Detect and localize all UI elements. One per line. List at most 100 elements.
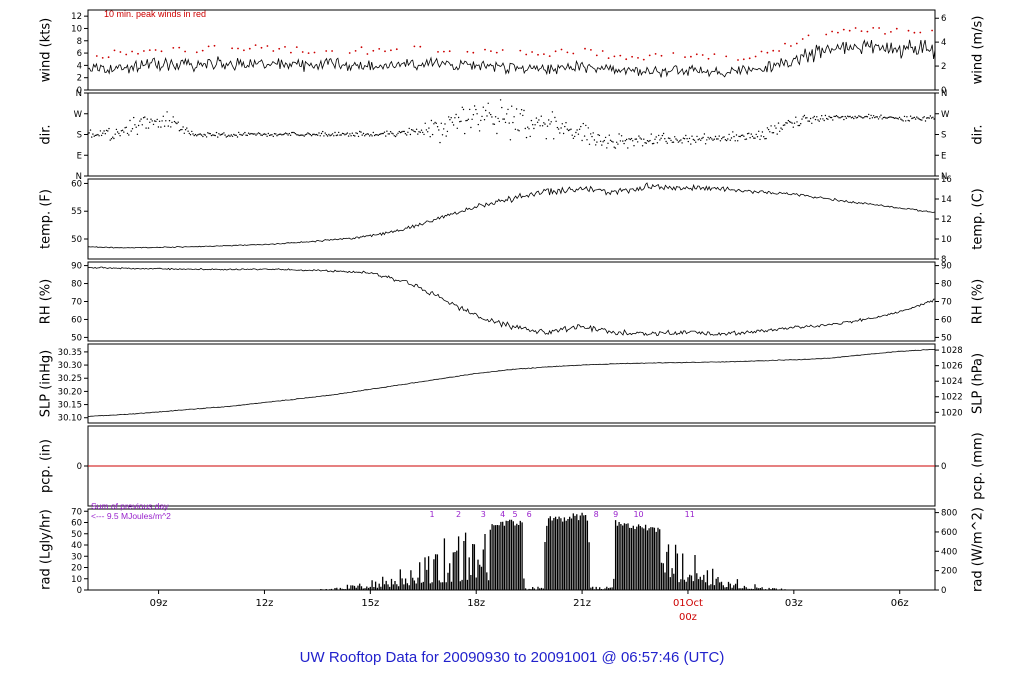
peak-winds-note: 10 min. peak winds in red [104, 9, 207, 19]
svg-text:200: 200 [941, 567, 957, 577]
slp-left-axis-label: SLP (inHg) [39, 350, 54, 418]
svg-text:70: 70 [71, 298, 82, 308]
svg-text:10: 10 [71, 575, 82, 585]
svg-text:400: 400 [941, 547, 957, 557]
svg-text:60: 60 [71, 315, 82, 325]
svg-text:1: 1 [430, 510, 435, 519]
svg-text:0: 0 [77, 462, 82, 472]
svg-text:3: 3 [481, 510, 486, 519]
svg-text:1020: 1020 [941, 408, 963, 418]
svg-text:40: 40 [71, 541, 82, 551]
svg-text:06z: 06z [891, 598, 909, 609]
rad-left-axis-label: rad (Lgly/hr) [39, 509, 54, 590]
svg-text:21z: 21z [573, 598, 591, 609]
svg-text:18z: 18z [467, 598, 485, 609]
pcp-left-axis-label: pcp. (in) [39, 439, 54, 493]
svg-text:800: 800 [941, 509, 957, 519]
svg-text:90: 90 [941, 262, 952, 272]
svg-text:12z: 12z [255, 598, 273, 609]
svg-text:50: 50 [71, 530, 82, 540]
svg-text:1028: 1028 [941, 346, 963, 356]
svg-text:30.15: 30.15 [58, 401, 82, 411]
pcp-right-axis-label: pcp. (mm) [971, 432, 986, 499]
svg-text:W: W [941, 110, 950, 120]
slp-right-axis-label: SLP (hPa) [971, 353, 986, 414]
svg-text:6: 6 [527, 510, 532, 519]
svg-text:15z: 15z [361, 598, 379, 609]
svg-text:01Oct: 01Oct [673, 598, 703, 609]
svg-text:N: N [941, 89, 947, 99]
svg-text:0: 0 [941, 586, 946, 596]
svg-text:50: 50 [71, 333, 82, 343]
wind-left-axis-label: wind (kts) [39, 18, 54, 82]
svg-text:10: 10 [71, 24, 82, 34]
svg-text:12: 12 [941, 215, 952, 225]
dir-left-axis-label: dir. [39, 124, 54, 144]
svg-text:14: 14 [941, 195, 952, 205]
svg-text:0: 0 [941, 86, 946, 96]
svg-text:80: 80 [71, 280, 82, 290]
svg-text:8: 8 [594, 510, 599, 519]
svg-text:1024: 1024 [941, 377, 963, 387]
svg-text:S: S [941, 131, 946, 141]
rad-sum-note-line2: <--- 9.5 MJoules/m^2 [91, 511, 171, 521]
svg-text:8: 8 [77, 37, 82, 47]
svg-text:600: 600 [941, 528, 957, 538]
svg-text:5: 5 [512, 510, 517, 519]
chart-title: UW Rooftop Data for 20090930 to 20091001… [299, 649, 725, 666]
svg-text:E: E [77, 151, 82, 161]
svg-text:55: 55 [71, 207, 82, 217]
svg-text:N: N [76, 89, 82, 99]
svg-text:4: 4 [941, 38, 946, 48]
svg-text:2: 2 [941, 62, 946, 72]
svg-text:10: 10 [941, 235, 952, 245]
svg-text:70: 70 [71, 507, 82, 517]
svg-text:1026: 1026 [941, 362, 963, 372]
rh-right-axis-label: RH (%) [971, 279, 986, 324]
dir-right-axis-label: dir. [971, 124, 986, 144]
svg-text:2: 2 [77, 74, 82, 84]
svg-text:80: 80 [941, 280, 952, 290]
svg-text:W: W [74, 110, 83, 120]
svg-text:60: 60 [941, 315, 952, 325]
svg-text:0: 0 [941, 462, 946, 472]
svg-text:11: 11 [685, 510, 695, 519]
svg-text:1022: 1022 [941, 393, 963, 403]
svg-text:10: 10 [633, 510, 643, 519]
svg-text:8: 8 [941, 255, 946, 265]
svg-text:90: 90 [71, 262, 82, 272]
svg-text:12: 12 [71, 12, 82, 22]
temp-right-axis-label: temp. (C) [971, 188, 986, 250]
svg-text:30.35: 30.35 [58, 348, 82, 358]
svg-text:9: 9 [613, 510, 618, 519]
svg-text:30.10: 30.10 [58, 414, 82, 424]
svg-text:16: 16 [941, 175, 952, 185]
svg-text:30.20: 30.20 [58, 387, 82, 397]
rad-right-axis-label: rad (W/m^2) [971, 507, 986, 592]
svg-text:30.25: 30.25 [58, 374, 82, 384]
svg-text:6: 6 [77, 49, 82, 59]
svg-text:N: N [76, 172, 82, 182]
svg-text:30: 30 [71, 552, 82, 562]
svg-text:50: 50 [941, 333, 952, 343]
wind-right-axis-label: wind (m/s) [971, 16, 986, 85]
svg-text:E: E [941, 151, 946, 161]
svg-text:60: 60 [71, 179, 82, 189]
svg-text:20: 20 [71, 564, 82, 574]
svg-text:60: 60 [71, 519, 82, 529]
svg-text:70: 70 [941, 298, 952, 308]
svg-text:4: 4 [500, 510, 505, 519]
svg-text:N: N [941, 172, 947, 182]
svg-text:6: 6 [941, 14, 946, 24]
svg-text:30.30: 30.30 [58, 361, 82, 371]
temp-left-axis-label: temp. (F) [39, 189, 54, 249]
svg-text:0: 0 [77, 586, 82, 596]
svg-text:03z: 03z [785, 598, 803, 609]
svg-text:4: 4 [77, 61, 82, 71]
rad-sum-note-line1: Sum of previous day [91, 501, 169, 511]
svg-text:0: 0 [77, 86, 82, 96]
svg-text:50: 50 [71, 235, 82, 245]
svg-text:09z: 09z [150, 598, 168, 609]
